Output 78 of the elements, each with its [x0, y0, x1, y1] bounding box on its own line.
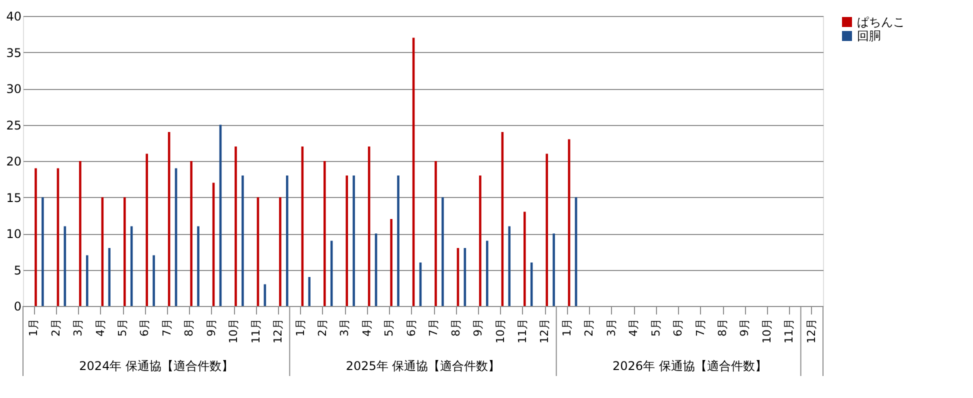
bar: [546, 154, 548, 306]
x-tick-label: 1月: [560, 318, 574, 336]
x-tick-label: 3月: [338, 318, 352, 336]
bar: [42, 197, 44, 306]
x-tick-label: 12月: [272, 318, 285, 344]
bar: [352, 176, 355, 306]
bar: [324, 161, 326, 306]
text: 2026年 保通協【適合件数】: [612, 359, 767, 373]
bar: [86, 255, 88, 306]
x-tick-label: 11月: [516, 318, 529, 344]
bar: [124, 197, 126, 306]
x-tick-label: 2月: [582, 318, 596, 336]
bar: [234, 146, 237, 306]
y-tick-label: 5: [14, 263, 22, 278]
bar: [434, 161, 437, 306]
bar: [508, 226, 511, 306]
bar: [486, 240, 488, 306]
x-tick-label: 1月: [294, 318, 307, 336]
x-tick-label: 7月: [427, 318, 440, 336]
x-tick-label: 8月: [449, 318, 462, 336]
x-tick-label: 2月: [49, 318, 62, 336]
bar: [524, 212, 526, 306]
x-tick-label: 6月: [404, 318, 418, 336]
x-tick-label: 11月: [782, 318, 796, 344]
x-tick-label: 6月: [138, 318, 152, 336]
y-tick-label: 25: [6, 118, 22, 132]
bar: [390, 219, 392, 306]
x-tick-label: 6月: [672, 318, 685, 336]
x-tick-label: 2月: [316, 318, 329, 336]
x-tick-label: 4月: [360, 318, 374, 336]
bar: [286, 176, 288, 306]
bar: [308, 277, 311, 306]
x-tick-label: 9月: [472, 318, 485, 336]
y-tick-label: 15: [6, 190, 22, 205]
x-tick-label: 12月: [804, 318, 818, 344]
x-tick-label: 5月: [116, 318, 129, 336]
y-tick-label: 40: [6, 10, 22, 24]
bar: [34, 168, 37, 306]
x-tick-label: 9月: [204, 318, 218, 336]
bar: [242, 176, 244, 306]
x-tick-label: 5月: [649, 318, 662, 336]
bar: [79, 161, 82, 306]
bar: [479, 176, 482, 306]
x-tick-label: 8月: [182, 318, 196, 336]
bar: [552, 234, 555, 306]
x-tick-label: 11月: [249, 318, 262, 344]
bar: [108, 248, 111, 306]
y-tick-label: 35: [6, 46, 22, 60]
text: 2024年 保通協【適合件数】: [79, 359, 234, 373]
x-tick-label: 7月: [160, 318, 174, 336]
x-tick-label: 7月: [694, 318, 707, 336]
bar: [146, 154, 148, 306]
x-tick-label: 3月: [604, 318, 618, 336]
y-tick-label: 30: [6, 82, 22, 96]
x-tick-label: 3月: [72, 318, 85, 336]
x-tick-label: 10月: [760, 318, 774, 344]
x-tick-label: 12月: [538, 318, 552, 344]
bar: [197, 226, 200, 306]
y-tick-label: 10: [6, 227, 22, 241]
y-tick-label: 0: [14, 300, 22, 314]
bar: [152, 255, 155, 306]
text: 2025年 保通協【適合件数】: [346, 359, 500, 373]
x-tick-label: 4月: [94, 318, 107, 336]
x-tick-label: 10月: [494, 318, 507, 344]
bar: [397, 176, 400, 306]
x-tick-label: 4月: [627, 318, 640, 336]
x-tick-label: 8月: [716, 318, 729, 336]
legend-label: ぱちんこ: [857, 15, 905, 29]
x-tick-label: 1月: [27, 318, 40, 336]
bar: [346, 176, 348, 306]
bar: [442, 197, 444, 306]
x-tick-label: 10月: [227, 318, 240, 344]
bar: [190, 161, 192, 306]
x-tick-label: 5月: [382, 318, 396, 336]
x-tick-label: 9月: [738, 318, 752, 336]
bar: [279, 197, 282, 306]
y-tick-label: 20: [6, 154, 22, 168]
legend-label: 回胴: [857, 29, 881, 43]
